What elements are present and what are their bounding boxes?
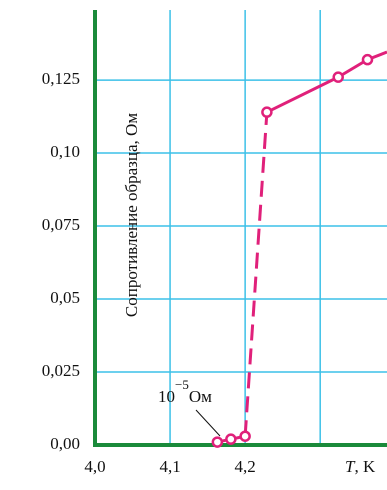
y-tick-label: 0,025 (42, 361, 80, 380)
x-tick-label: 4,0 (84, 457, 105, 476)
y-tick-label: 0,125 (42, 69, 80, 88)
point (225, 433, 237, 445)
point (332, 71, 344, 83)
y-axis-label: Сопротивление образца, Ом (122, 113, 141, 317)
annotation-base: 10 (158, 387, 175, 406)
x-tick-label: 4,2 (235, 457, 256, 476)
y-tick-label: 0,075 (42, 215, 80, 234)
line-segment (266, 75, 339, 114)
annotation-leader (195, 409, 221, 437)
y-tick-label: 0,05 (50, 288, 80, 307)
line-segment (243, 112, 269, 437)
point (239, 430, 251, 442)
annotation-unit: Ом (189, 387, 212, 406)
point (261, 106, 273, 118)
annotation: 10−5Ом (158, 377, 212, 406)
point (361, 53, 374, 66)
x-tick-label: 4,1 (159, 457, 180, 476)
x-axis-label: T, K (345, 457, 376, 476)
point (211, 436, 224, 448)
y-tick-label: 0,00 (50, 434, 80, 453)
x-axis-unit: , K (354, 457, 376, 476)
x-axis-symbol: T (345, 457, 356, 476)
annotation-exponent: −5 (175, 377, 189, 392)
y-tick-label: 0,10 (50, 142, 80, 161)
